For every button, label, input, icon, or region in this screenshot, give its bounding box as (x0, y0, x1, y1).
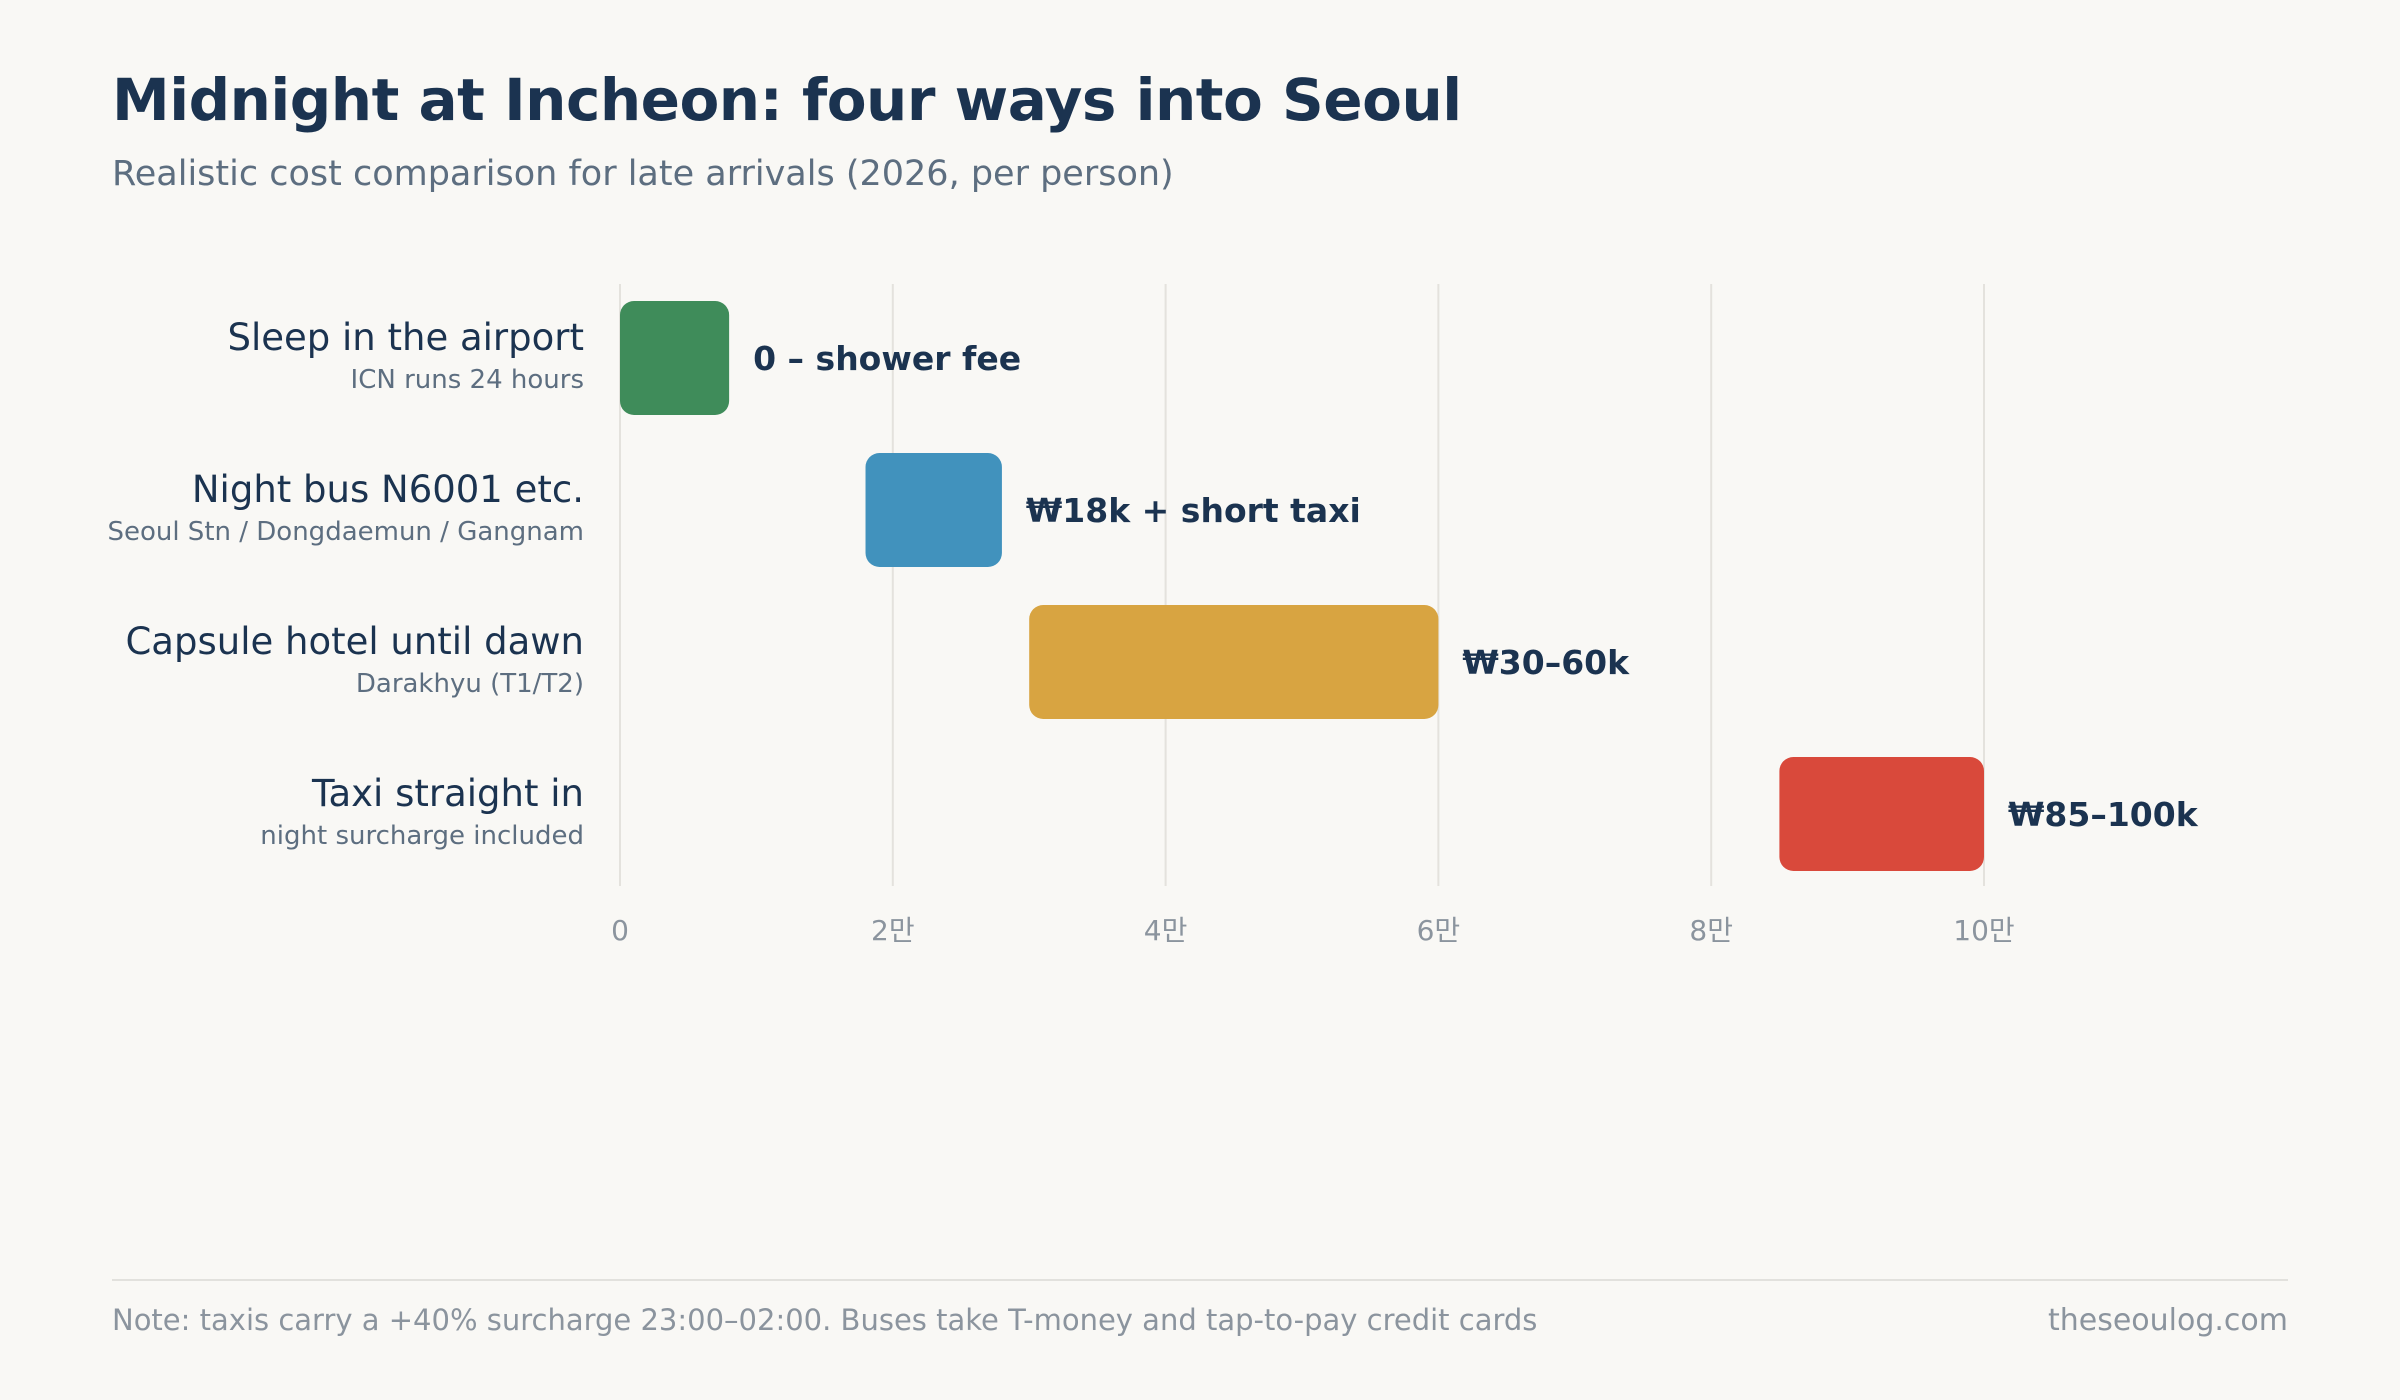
range-bar (1029, 605, 1439, 719)
source-credit: theseoulog.com (2047, 1303, 2288, 1338)
category-label: Night bus N6001 etc. (192, 468, 584, 511)
data-label: 0 – shower fee (753, 339, 1021, 378)
chart-subtitle: Realistic cost comparison for late arriv… (112, 154, 1174, 194)
category-label: Sleep in the airport (227, 316, 584, 359)
footer-note: Note: taxis carry a +40% surcharge 23:00… (112, 1303, 1538, 1337)
data-label: ₩30–60k (1462, 643, 1630, 682)
cost-range-chart: 0 2만 4만 6만 8만 10만 Sleep in the airport ICN runs… (107, 284, 2199, 947)
range-bar (620, 301, 730, 415)
category-label: Taxi straight in (311, 772, 584, 815)
category-label: Capsule hotel until dawn (125, 620, 584, 663)
category-sublabel: night surcharge included (260, 821, 584, 851)
x-tick-label: 4만 (1144, 914, 1188, 947)
footer-divider (112, 1279, 2288, 1281)
category-sublabel: Seoul Stn / Dongdaemun / Gangnam (107, 517, 584, 547)
data-label: ₩85–100k (2008, 795, 2199, 834)
x-tick-label: 10만 (1953, 914, 2014, 947)
category-sublabel: ICN runs 24 hours (351, 365, 584, 395)
x-tick-label: 0 (611, 914, 629, 947)
range-bar (865, 453, 1002, 567)
x-tick-label: 2만 (871, 914, 915, 947)
x-tick-label: 6만 (1417, 914, 1461, 947)
category-sublabel: Darakhyu (T1/T2) (356, 669, 584, 699)
chart-title: Midnight at Incheon: four ways into Seou… (112, 66, 1462, 134)
data-label: ₩18k + short taxi (1026, 491, 1361, 530)
range-bar (1779, 757, 1984, 871)
x-tick-label: 8만 (1689, 914, 1733, 947)
